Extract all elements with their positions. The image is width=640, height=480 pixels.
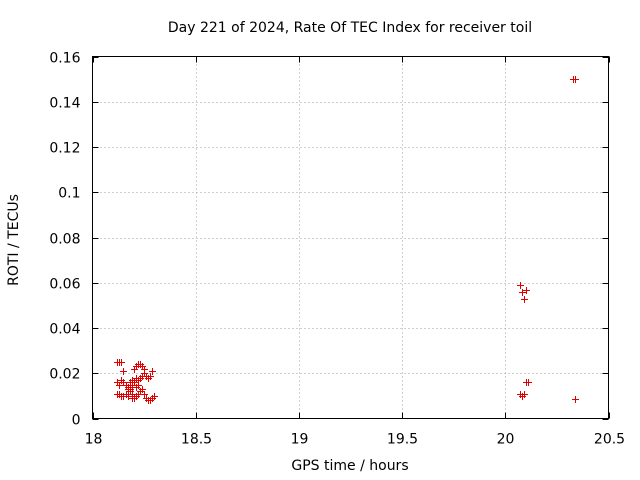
y-tick-label: 0.08 <box>49 232 80 248</box>
x-tick-label: 19.5 <box>387 432 418 448</box>
data-point <box>120 368 127 375</box>
grid <box>92 56 609 419</box>
data-point <box>147 373 154 380</box>
data-point <box>151 393 158 400</box>
data-point <box>521 391 528 398</box>
y-tick-label: 0.06 <box>49 277 80 293</box>
y-axis-label: ROTI / TECUs <box>6 194 22 286</box>
plot-frame <box>92 56 609 419</box>
y-tick-label: 0.04 <box>49 322 80 338</box>
data-point <box>135 382 142 389</box>
axis-ticks: 0 0.02 0.04 0.06 0.08 0.1 0.12 0.14 0.16 18 18.5 19… <box>49 51 625 448</box>
data-point <box>125 386 132 393</box>
data-point <box>149 368 156 375</box>
data-point <box>572 396 579 403</box>
chart-title: Day 221 of 2024, Rate Of TEC Index for r… <box>168 20 532 36</box>
y-tick-label: 0.14 <box>49 96 80 112</box>
y-tick-label: 0.1 <box>58 186 80 202</box>
data-point <box>521 296 528 303</box>
data-point <box>141 391 148 398</box>
x-tick-label: 19 <box>291 432 309 448</box>
data-point <box>131 379 138 386</box>
data-point <box>572 76 579 83</box>
y-tick-label: 0.02 <box>49 367 80 383</box>
x-tick-label: 20.5 <box>594 432 625 448</box>
data-point <box>517 282 524 289</box>
y-tick-label: 0.16 <box>49 51 80 67</box>
data-point <box>139 386 146 393</box>
data-point <box>125 393 132 400</box>
data-point <box>116 382 123 389</box>
x-tick-label: 18 <box>85 432 103 448</box>
y-tick-label: 0.12 <box>49 141 80 157</box>
x-tick-label: 20 <box>497 432 515 448</box>
data-point <box>523 287 530 294</box>
data-point <box>525 379 532 386</box>
data-points <box>114 76 579 404</box>
data-point <box>120 379 127 386</box>
y-tick-label: 0 <box>72 413 81 429</box>
data-point <box>519 289 526 296</box>
x-axis-label: GPS time / hours <box>291 458 408 474</box>
x-tick-label: 18.5 <box>181 432 212 448</box>
data-point <box>129 395 136 402</box>
data-point <box>118 359 125 366</box>
